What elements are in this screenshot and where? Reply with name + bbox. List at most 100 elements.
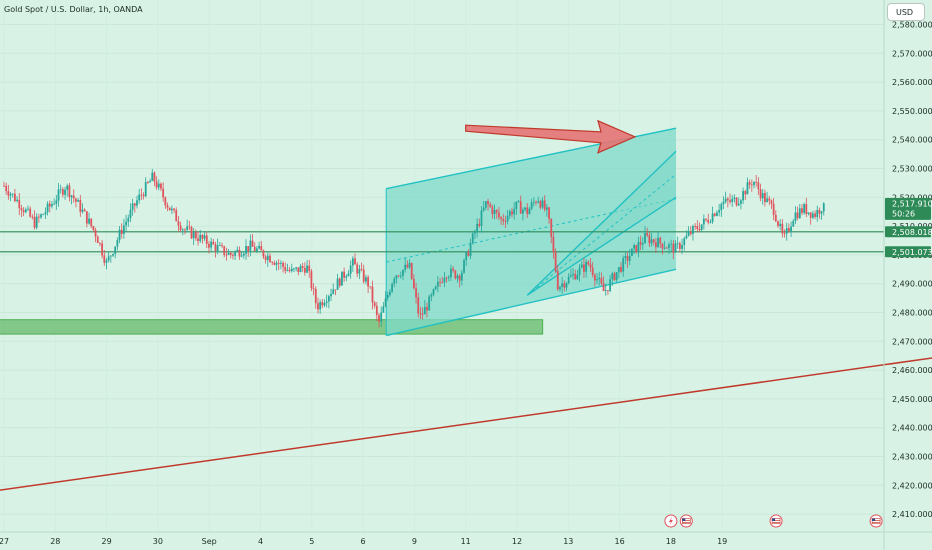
candle-body [770, 200, 773, 204]
candle-body [11, 193, 14, 195]
candle-body [264, 256, 267, 261]
price-tick-label: 2,550.000 [892, 107, 932, 116]
candle-body [524, 207, 526, 210]
candle-body [452, 268, 455, 271]
candle-body [330, 293, 332, 297]
time-axis[interactable]: 27 28 29 30 Sep 4 5 6 9 11 12 13 16 18 19 [0, 531, 932, 546]
candle-body [166, 205, 169, 208]
candle-body [489, 204, 492, 207]
candle-body [362, 269, 365, 282]
candle-body [68, 185, 71, 198]
candle-body [61, 189, 64, 195]
candle-body [559, 286, 561, 290]
candle-body [759, 189, 762, 199]
candle-body [589, 264, 592, 268]
time-tick-label: 30 [153, 537, 163, 546]
candle-body [565, 283, 568, 288]
candle-body [539, 201, 542, 208]
candle-body [663, 247, 666, 249]
candle-body [456, 275, 459, 279]
candle-body [382, 306, 385, 313]
candle-body [406, 264, 409, 268]
candle-body [20, 208, 23, 211]
candle-body [199, 234, 202, 242]
candle-body [463, 260, 465, 273]
candle-body [24, 209, 27, 213]
candle-body [807, 212, 810, 214]
candle-body [99, 242, 101, 244]
candle-body [753, 181, 755, 186]
time-tick-label: 12 [512, 537, 522, 546]
candle-body [670, 243, 673, 245]
candle-body [120, 229, 123, 234]
candle-body [22, 210, 25, 213]
candle-body [750, 184, 753, 186]
price-axis[interactable]: 2,410.000 2,420.000 2,430.000 2,440.000 2,45… [883, 0, 932, 550]
candle-body [301, 266, 304, 268]
candle-body [3, 185, 5, 187]
candle-body [64, 189, 66, 195]
candle-body [722, 201, 725, 204]
candle-body [336, 278, 339, 290]
candle-body [253, 246, 256, 251]
candle-body [498, 212, 500, 218]
candle-body [576, 274, 579, 280]
candle-body [105, 260, 108, 263]
candle-body [116, 240, 119, 247]
candle-body [203, 235, 206, 239]
candle-body [602, 283, 605, 292]
candle-body [133, 203, 136, 206]
time-tick-label: 6 [361, 537, 366, 546]
candle-body [471, 233, 474, 244]
candle-body [323, 302, 326, 306]
candle-body [513, 208, 516, 215]
candle-body [29, 208, 32, 217]
candle-body [293, 268, 295, 270]
candle-body [75, 198, 77, 202]
candle-body [271, 262, 274, 263]
time-tick-label: 29 [102, 537, 112, 546]
candle-body [504, 221, 507, 222]
candle-body [469, 243, 472, 256]
candle-body [639, 242, 642, 245]
candle-body [314, 288, 317, 304]
candle-body [657, 237, 659, 248]
candle-body [467, 252, 470, 256]
candle-body [269, 255, 271, 263]
candle-body [620, 267, 622, 272]
candle-body [327, 296, 330, 302]
candle-body [426, 307, 428, 311]
candle-body [31, 216, 34, 218]
candle-body [796, 212, 799, 219]
candle-body [101, 243, 104, 256]
candle-body [792, 221, 795, 227]
candle-body [107, 256, 110, 261]
candle-body [779, 223, 782, 226]
candle-body [83, 209, 86, 212]
price-tick-label: 2,570.000 [892, 49, 932, 58]
price-tag-lower-price: 2,501.073 [892, 248, 932, 257]
candle-body [633, 245, 635, 249]
candle-body [236, 249, 239, 252]
candle-body [476, 223, 479, 233]
candle-body [258, 246, 260, 249]
candle-body [77, 200, 80, 202]
event-icons[interactable] [664, 514, 883, 528]
time-tick-label: 5 [309, 537, 314, 546]
candle-body [417, 297, 420, 314]
candle-body [129, 209, 132, 219]
candle-body [803, 204, 806, 213]
flag-canton [682, 518, 686, 521]
candle-body [484, 201, 487, 208]
candle-body [487, 201, 489, 205]
time-tick-label: 16 [615, 537, 625, 546]
candle-body [535, 202, 537, 203]
support-zone [0, 319, 544, 335]
candle-body [7, 191, 10, 196]
time-tick-label: 28 [50, 537, 60, 546]
candle-body [229, 252, 232, 255]
currency-button[interactable]: USD [887, 3, 925, 21]
